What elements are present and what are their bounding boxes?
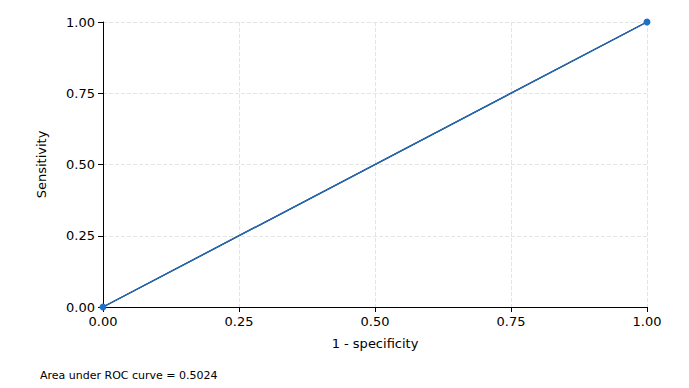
svg-text:0.50: 0.50 bbox=[361, 314, 390, 329]
svg-text:0.00: 0.00 bbox=[66, 300, 95, 315]
svg-text:1 - specificity: 1 - specificity bbox=[332, 336, 419, 351]
svg-text:0.25: 0.25 bbox=[225, 314, 254, 329]
svg-text:Area under ROC curve = 0.5024: Area under ROC curve = 0.5024 bbox=[40, 369, 218, 382]
svg-text:0.25: 0.25 bbox=[66, 228, 95, 243]
svg-text:0.75: 0.75 bbox=[497, 314, 526, 329]
svg-text:Sensitivity: Sensitivity bbox=[34, 130, 49, 198]
svg-text:1.00: 1.00 bbox=[633, 314, 662, 329]
svg-text:0.50: 0.50 bbox=[66, 157, 95, 172]
svg-text:0.00: 0.00 bbox=[89, 314, 118, 329]
svg-text:1.00: 1.00 bbox=[66, 15, 95, 30]
svg-text:0.75: 0.75 bbox=[66, 86, 95, 101]
